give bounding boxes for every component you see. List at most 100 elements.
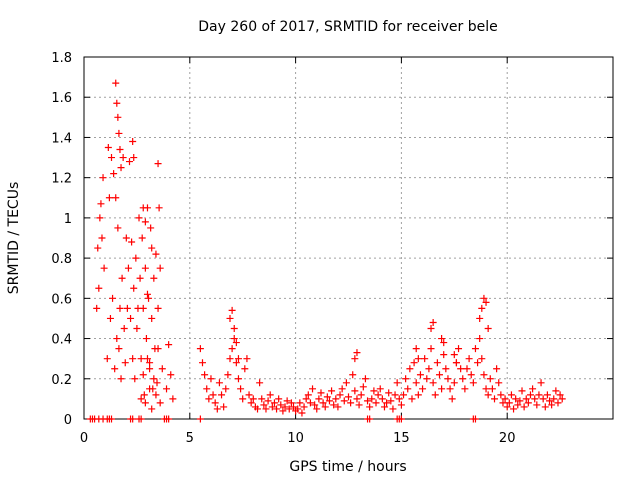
grid: [84, 57, 613, 419]
data-point: [482, 385, 490, 393]
data-point: [550, 395, 558, 403]
data-point: [147, 224, 155, 232]
data-point: [546, 397, 554, 405]
data-point: [554, 399, 562, 407]
data-point: [383, 399, 391, 407]
data-point: [302, 395, 310, 403]
data-point: [537, 379, 545, 387]
data-point: [480, 371, 488, 379]
data-point: [215, 379, 223, 387]
data-point: [224, 371, 232, 379]
data-point: [482, 298, 490, 306]
data-point: [510, 405, 518, 413]
data-point: [438, 385, 446, 393]
data-point: [108, 154, 116, 162]
data-point: [431, 391, 439, 399]
data-point: [355, 401, 363, 409]
data-point: [524, 399, 532, 407]
x-axis-label: GPS time / hours: [289, 459, 406, 475]
data-point: [336, 391, 344, 399]
data-point: [471, 345, 479, 353]
data-point: [529, 385, 537, 393]
data-point: [478, 355, 486, 363]
data-point: [165, 415, 173, 423]
data-point: [452, 359, 460, 367]
data-point: [380, 403, 388, 411]
data-point: [442, 365, 450, 373]
data-point: [289, 403, 297, 411]
data-point: [220, 403, 228, 411]
data-point: [148, 405, 156, 413]
data-point: [226, 314, 234, 322]
data-point: [279, 407, 287, 415]
y-tick-label: 1.8: [51, 51, 72, 66]
data-point: [245, 391, 253, 399]
data-point: [109, 294, 117, 302]
data-point: [287, 399, 295, 407]
data-point: [465, 355, 473, 363]
data-point: [230, 335, 238, 343]
data-point: [105, 194, 113, 202]
data-point: [120, 325, 128, 332]
y-tick-label: 1.4: [51, 131, 72, 146]
data-point: [474, 359, 482, 367]
data-point: [141, 218, 149, 226]
data-point: [340, 397, 348, 405]
data-point: [119, 154, 127, 162]
data-point: [96, 214, 104, 222]
x-tick-label: 5: [186, 431, 194, 446]
data-point: [484, 391, 492, 399]
data-point: [201, 371, 209, 379]
data-point: [448, 395, 456, 403]
data-point: [153, 379, 161, 387]
data-point: [347, 399, 355, 407]
data-points: [86, 79, 566, 423]
data-point: [116, 304, 124, 312]
data-point: [522, 395, 530, 403]
data-point: [416, 371, 424, 379]
data-point: [488, 385, 496, 393]
data-point: [125, 158, 133, 166]
data-point: [391, 391, 399, 399]
data-point: [117, 164, 125, 172]
data-point: [357, 391, 365, 399]
data-point: [112, 79, 120, 87]
data-point: [457, 365, 465, 373]
data-point: [111, 365, 119, 373]
data-point: [98, 234, 106, 242]
data-point: [132, 254, 140, 262]
data-point: [139, 204, 147, 212]
data-point: [389, 405, 397, 413]
data-point: [520, 403, 528, 411]
data-point: [459, 375, 467, 383]
data-point: [218, 391, 226, 399]
y-tick-label: 0.8: [51, 252, 72, 267]
data-point: [317, 389, 325, 397]
data-point: [294, 405, 302, 413]
data-point: [429, 379, 437, 387]
data-point: [241, 365, 249, 373]
data-point: [539, 395, 547, 403]
data-point: [143, 290, 151, 298]
data-point: [115, 129, 123, 137]
y-tick-label: 0.6: [51, 292, 72, 307]
data-point: [156, 264, 164, 272]
data-point: [258, 395, 266, 403]
data-point: [232, 359, 240, 367]
data-point: [313, 405, 321, 413]
data-point: [203, 385, 211, 393]
data-point: [154, 304, 162, 312]
data-point: [480, 294, 488, 302]
data-point: [154, 345, 162, 353]
data-point: [108, 415, 116, 423]
data-point: [507, 391, 515, 399]
data-point: [266, 391, 274, 399]
data-point: [209, 391, 217, 399]
data-point: [104, 144, 112, 151]
data-point: [514, 401, 522, 409]
data-point: [548, 401, 556, 409]
data-point: [531, 395, 539, 403]
data-point: [471, 415, 479, 423]
data-point: [152, 391, 160, 399]
data-point: [232, 339, 240, 347]
